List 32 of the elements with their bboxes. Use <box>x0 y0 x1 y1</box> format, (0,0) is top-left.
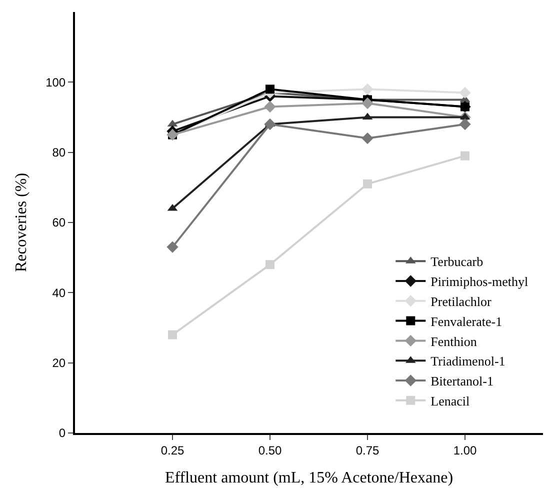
point <box>363 179 372 188</box>
legend-label: Pirimiphos-methyl <box>430 274 529 290</box>
y-tick-label: 40 <box>52 286 66 300</box>
legend-label: Fenthion <box>430 334 478 349</box>
point <box>266 260 274 270</box>
x-tick-label: 0.25 <box>160 443 184 458</box>
point <box>264 118 276 130</box>
y-tick-label: 60 <box>52 216 66 230</box>
point <box>166 241 178 253</box>
legend-label: Pretilachlor <box>430 294 492 309</box>
x-tick-label: 0.75 <box>356 443 380 458</box>
y-tick-label: 80 <box>52 146 66 160</box>
legend-label: Lenacil <box>430 393 470 408</box>
point <box>168 330 177 340</box>
y-tick-label: 0 <box>58 426 66 440</box>
legend-label: Terbucarb <box>430 254 484 270</box>
x-tick-label: 0.50 <box>258 443 282 458</box>
point <box>459 118 471 130</box>
point <box>264 100 276 113</box>
y-tick-label: 100 <box>46 75 66 90</box>
x-axis-title: Effluent amount (mL, 15% Acetone/Hexane) <box>164 470 454 487</box>
legend-label: Bitertanol-1 <box>430 374 494 389</box>
point <box>362 83 374 96</box>
point <box>362 132 374 144</box>
point <box>362 97 374 110</box>
y-axis-title: Recoveries (%) <box>12 172 30 272</box>
legend-label: Fenvalerate-1 <box>430 314 502 329</box>
y-tick-label: 20 <box>52 356 66 370</box>
x-tick-label: 1.00 <box>453 443 477 458</box>
point <box>460 151 470 160</box>
legend-label: Triadimenol-1 <box>430 354 506 369</box>
point <box>266 84 274 94</box>
